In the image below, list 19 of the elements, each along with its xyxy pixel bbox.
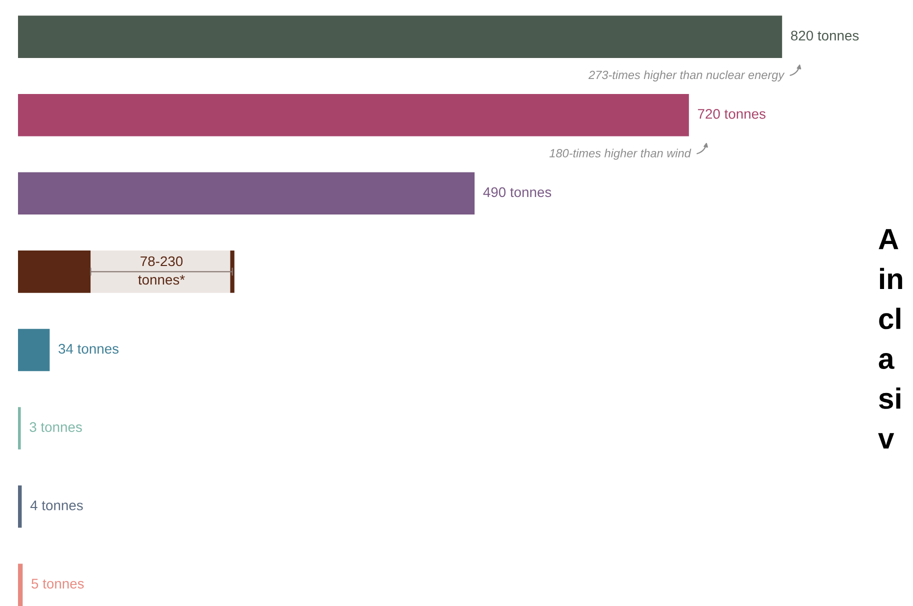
bar	[18, 564, 23, 606]
bar	[18, 485, 22, 528]
bar	[18, 16, 782, 58]
bar	[18, 250, 91, 293]
data-label: 3 tonnes	[30, 422, 82, 432]
annotation: 180-times higher than wind	[549, 148, 692, 160]
data-label: 78-230 tonnes*	[138, 256, 185, 285]
data-label: 4 tonnes	[30, 500, 83, 510]
data-label: 34 tonnes	[58, 344, 119, 354]
data-label: 5 tonnes	[32, 578, 84, 589]
bar	[18, 94, 689, 136]
text: A in cl a si v	[878, 229, 902, 448]
data-label: 820 tonnes	[791, 30, 859, 41]
bar	[18, 328, 50, 372]
data-label: 720 tonnes	[698, 108, 766, 119]
annotation: 273-times higher than nuclear energy	[588, 70, 785, 82]
bar	[18, 172, 475, 215]
bar	[18, 407, 21, 450]
data-label: 490 tonnes	[483, 187, 552, 198]
